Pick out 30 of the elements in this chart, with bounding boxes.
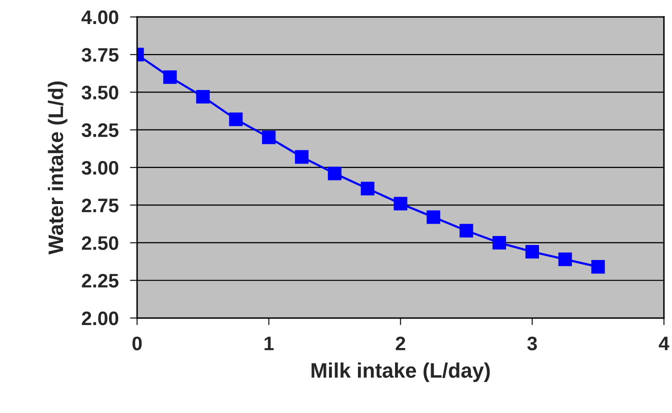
y-tick-label: 2.50: [82, 236, 118, 250]
y-tick-label: 3.25: [82, 123, 118, 138]
y-tick-label: 3.00: [82, 160, 118, 175]
x-tick-label: 0: [132, 336, 142, 350]
point: [591, 260, 605, 274]
point: [558, 252, 572, 266]
point: [163, 70, 177, 84]
x-axis-title: Milk intake (L/day): [312, 362, 490, 382]
point: [229, 112, 243, 126]
point: [196, 90, 210, 104]
x-tick-label: 1: [264, 336, 274, 350]
y-tick-label: 4.00: [81, 10, 118, 24]
y-tick-label: 3.75: [82, 48, 118, 62]
y-tick-label: 2.25: [82, 274, 118, 288]
point: [492, 236, 506, 250]
x-tick-label: 3: [527, 336, 537, 350]
point: [294, 150, 308, 164]
point: [328, 166, 342, 180]
y-tick-label: 2.00: [82, 311, 118, 326]
point: [360, 182, 374, 196]
point: [262, 130, 276, 144]
point: [525, 245, 539, 259]
point: [460, 224, 474, 238]
x-tick-label: 2: [396, 336, 406, 350]
y-axis-title: Water intake (L/d): [48, 82, 68, 254]
y-tick-label: 3.50: [82, 86, 118, 100]
point: [394, 196, 408, 210]
x-tick-label: 4: [658, 336, 670, 350]
y-tick-label: 2.75: [82, 198, 118, 212]
point: [426, 210, 440, 224]
